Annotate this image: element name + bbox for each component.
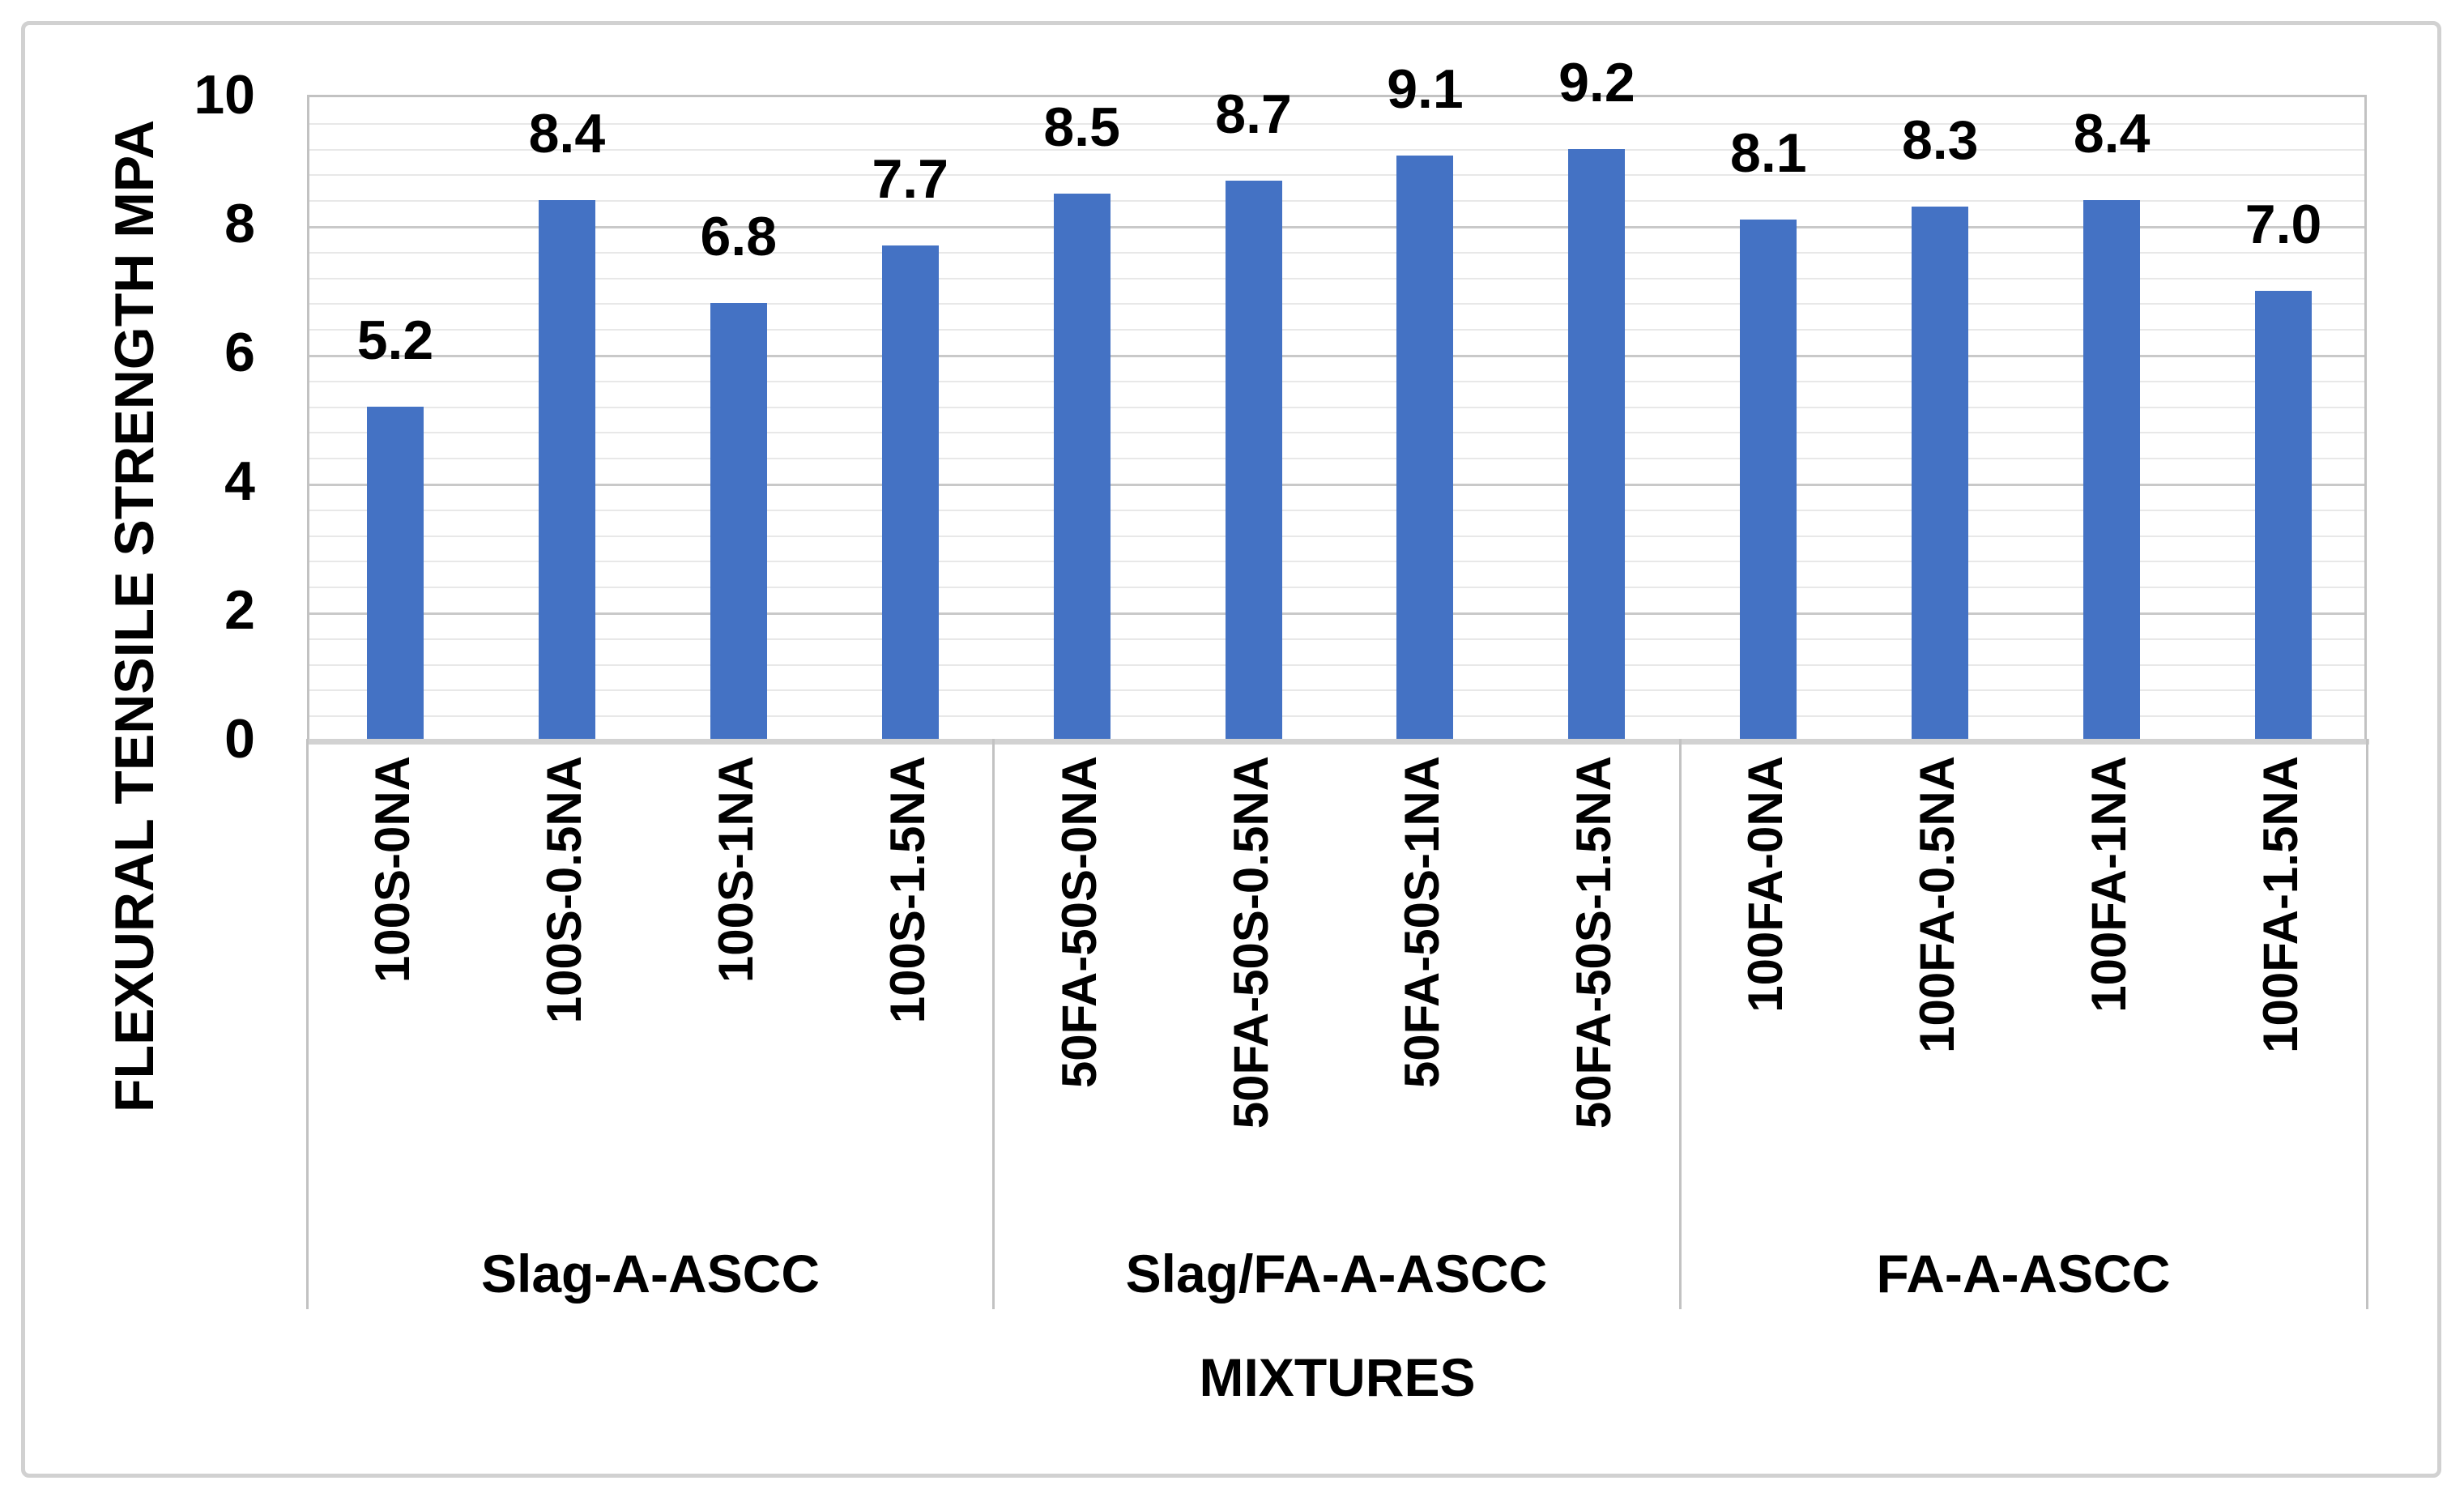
minor-gridline (309, 715, 2364, 718)
category-label: 100S-0NA (364, 756, 420, 984)
bar-value-label: 9.1 (1387, 58, 1464, 120)
minor-gridline (309, 689, 2364, 692)
bar-value-label: 8.4 (2073, 103, 2151, 165)
bar-value-label: 6.8 (700, 206, 778, 268)
group-label: Slag/FA-A-ASCC (1125, 1244, 1548, 1304)
x-axis-title: MIXTURES (1199, 1347, 1476, 1407)
minor-gridline (309, 122, 2364, 125)
y-tick-label: 8 (224, 193, 255, 254)
category-label: 100S-0.5NA (536, 756, 591, 1024)
minor-gridline (309, 638, 2364, 640)
minor-gridline (309, 200, 2364, 203)
minor-gridline (309, 174, 2364, 177)
bar-value-label: 5.2 (356, 309, 434, 371)
bar (1225, 181, 1282, 741)
y-tick-label: 0 (224, 708, 255, 770)
major-gridline (309, 355, 2364, 357)
minor-gridline (309, 251, 2364, 254)
category-label: 100FA-0NA (1738, 756, 1793, 1013)
minor-gridline (309, 432, 2364, 434)
group-separator-line (992, 739, 995, 1309)
plot-area: 5.2 8.4 6.8 7.7 8.5 8.7 9.1 9.2 8.1 8.3 8.4 7.0 (307, 52, 2367, 741)
bar (1568, 148, 1626, 741)
bar (366, 406, 424, 741)
category-label: 50FA-50S-1.5NA (1567, 756, 1622, 1129)
minor-gridline (309, 380, 2364, 382)
minor-gridline (309, 535, 2364, 537)
category-label: 100FA-1NA (2082, 756, 2137, 1013)
bar (710, 303, 767, 741)
minor-gridline (309, 148, 2364, 151)
category-label: 50FA-50S-0.5NA (1223, 756, 1278, 1129)
group-label: FA-A-ASCC (1876, 1244, 2171, 1304)
bar (538, 200, 595, 741)
category-label: 50FA-50S-0NA (1051, 756, 1106, 1089)
y-tick-label: 4 (224, 450, 255, 512)
bar (881, 245, 939, 741)
group-label: Slag-A-ASCC (480, 1244, 820, 1304)
bar (1912, 207, 1969, 741)
major-gridline (309, 484, 2364, 486)
y-tick-label: 2 (224, 579, 255, 641)
bar (1053, 194, 1111, 741)
major-gridline (309, 226, 2364, 228)
bar-value-label: 8.1 (1730, 122, 1807, 185)
group-separator-line (2366, 739, 2368, 1309)
minor-gridline (309, 561, 2364, 563)
bar (1740, 220, 1797, 741)
y-tick-label: 6 (224, 322, 255, 383)
bar-value-label: 7.7 (872, 147, 949, 210)
major-gridline (309, 612, 2364, 615)
category-label: 100S-1.5NA (880, 756, 935, 1024)
figure-border (21, 21, 2441, 1478)
bar-value-label: 8.4 (528, 103, 606, 165)
bar (2083, 200, 2141, 741)
category-label: 100FA-1.5NA (2253, 756, 2308, 1053)
minor-gridline (309, 303, 2364, 305)
category-label: 100FA-0.5NA (1910, 756, 1965, 1053)
bar-value-label: 8.5 (1043, 96, 1120, 159)
bar-value-label: 9.2 (1558, 51, 1635, 113)
category-label: 100S-1NA (708, 756, 763, 984)
minor-gridline (309, 329, 2364, 331)
y-tick-label: 10 (194, 64, 255, 126)
category-label: 50FA-50S-1NA (1395, 756, 1450, 1089)
group-separator-line (1679, 739, 1682, 1309)
bar-value-label: 8.7 (1215, 83, 1292, 146)
minor-gridline (309, 587, 2364, 589)
bar (1396, 155, 1454, 741)
minor-gridline (309, 406, 2364, 408)
minor-gridline (309, 509, 2364, 511)
x-axis-line (307, 739, 2369, 745)
bar-value-label: 7.0 (2244, 193, 2322, 255)
bar-value-label: 8.3 (1901, 109, 1979, 172)
minor-gridline (309, 664, 2364, 666)
minor-gridline (309, 458, 2364, 460)
bar (2255, 290, 2313, 741)
minor-gridline (309, 277, 2364, 279)
group-separator-line (306, 739, 309, 1309)
